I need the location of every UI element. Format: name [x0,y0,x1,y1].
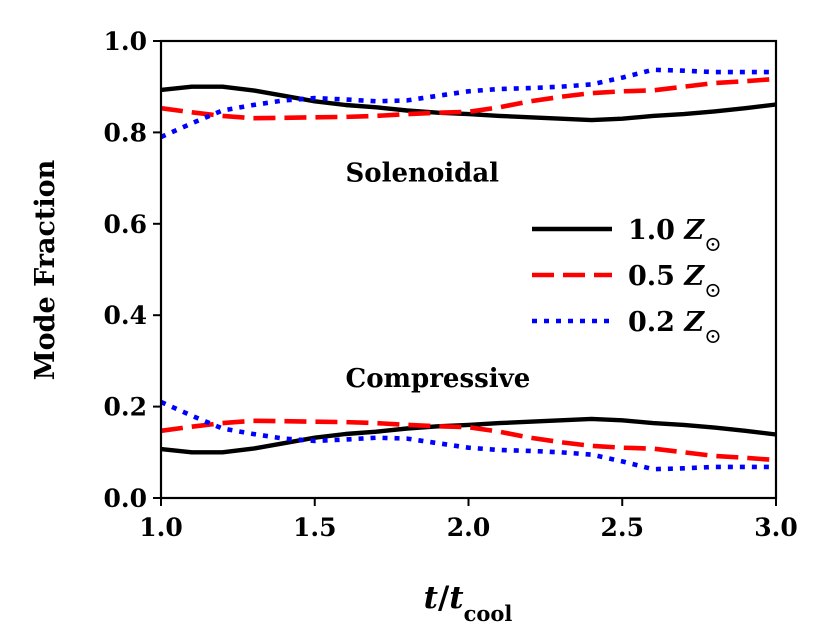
legend-label-0-2-z: 0.2 Z⊙ [628,307,722,348]
y-tick-label: 0.8 [104,118,148,147]
series-line-0-2-z-compressive [160,399,776,472]
series-line-0-5-z-compressive [160,418,777,463]
x-axis-title-denominator: t [449,580,464,616]
y-tick-label: 0.6 [104,210,148,239]
legend-label-1-0-z: 1.0 Z⊙ [628,215,722,256]
y-axis: 0.0 0.2 0.4 0.6 0.8 1.0 [104,27,161,513]
annotation-solenoidal: Solenoidal [346,159,500,189]
legend: 1.0 Z⊙ 0.5 Z⊙ 0.2 Z⊙ [532,215,722,348]
x-tick-label: 3.0 [754,513,798,542]
series-line-1-0-z [160,84,777,123]
legend-label-0-5-z: 0.5 Z⊙ [628,261,722,302]
y-tick-label: 0.0 [104,484,148,513]
y-tick-label: 1.0 [104,27,148,56]
x-axis-title-slash: / [438,580,450,616]
annotation-compressive: Compressive [346,364,531,394]
y-tick-label: 0.2 [104,393,148,422]
x-tick-label: 2.5 [601,513,645,542]
y-tick-label: 0.4 [104,301,148,330]
plot-lines [160,67,777,472]
series-line-1-0-z-compressive [160,416,777,455]
x-axis: 1.0 1.5 2.0 2.5 3.0 [139,498,798,542]
annotations: Solenoidal Compressive [346,159,531,395]
x-axis-title: t/tcool [424,580,513,626]
x-tick-label: 2.0 [447,513,491,542]
x-axis-title-subscript: cool [464,601,513,626]
series-line-0-2-z [160,67,776,140]
series-line-0-5-z [160,76,777,121]
x-tick-label: 1.5 [293,513,337,542]
y-axis-title: Mode Fraction [30,159,61,380]
x-tick-label: 1.0 [139,513,183,542]
x-axis-title-var: t [424,580,439,616]
